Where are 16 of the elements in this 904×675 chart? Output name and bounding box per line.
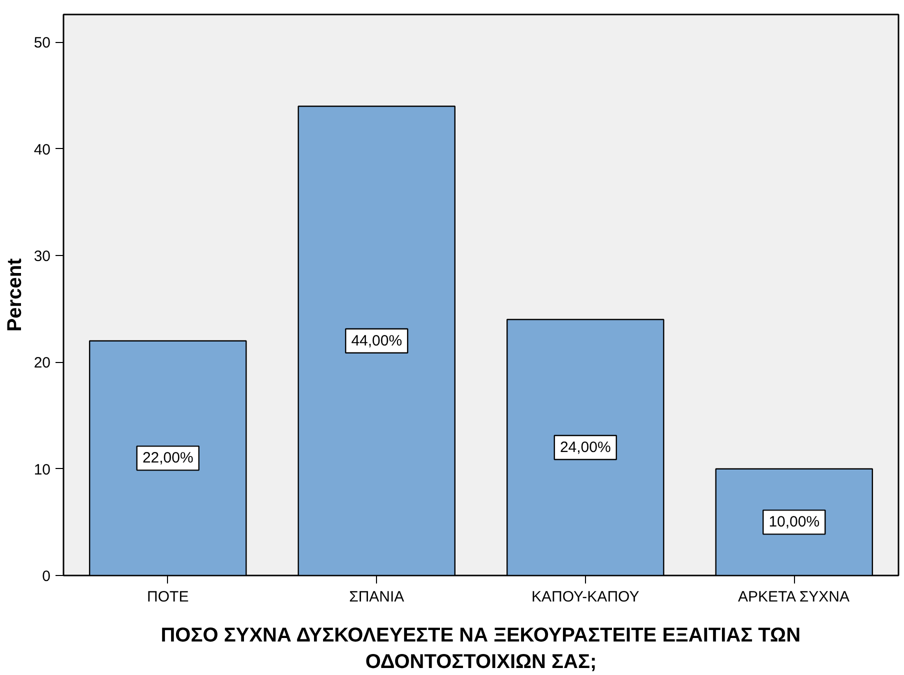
- x-tick-label: ΠΟΤΕ: [147, 588, 189, 606]
- y-axis-title: Percent: [4, 258, 26, 332]
- y-tick-label: 50: [34, 34, 51, 52]
- y-tick-label: 30: [34, 248, 51, 266]
- x-tick-label: ΣΠΑΝΙΑ: [349, 588, 404, 606]
- data-label: 22,00%: [142, 450, 194, 467]
- y-tick-label: 40: [34, 141, 51, 158]
- x-axis-title: ΠΟΣΟ ΣΥΧΝΑ ΔΥΣΚΟΛΕΥΕΣΤΕ ΝΑ ΞΕΚΟΥΡΑΣΤΕΙΤΕ ΕΞΑΙΤΙΑΣ ΤΩΝ ΟΔΟΝΤΟΣΤΟΙΧΙΩΝ ΣΑΣ;: [160, 624, 801, 673]
- x-tick-label: ΑΡΚΕΤΑ ΣΥΧΝΑ: [738, 588, 850, 606]
- y-tick-label: 10: [34, 461, 51, 478]
- data-label: 44,00%: [351, 332, 402, 350]
- y-tick-label: 0: [42, 568, 50, 585]
- x-tick-label: ΚΑΠΟΥ-ΚΑΠΟΥ: [532, 588, 640, 606]
- data-label: 24,00%: [560, 439, 611, 456]
- y-tick-label: 20: [34, 354, 51, 372]
- data-label: 10,00%: [768, 514, 820, 531]
